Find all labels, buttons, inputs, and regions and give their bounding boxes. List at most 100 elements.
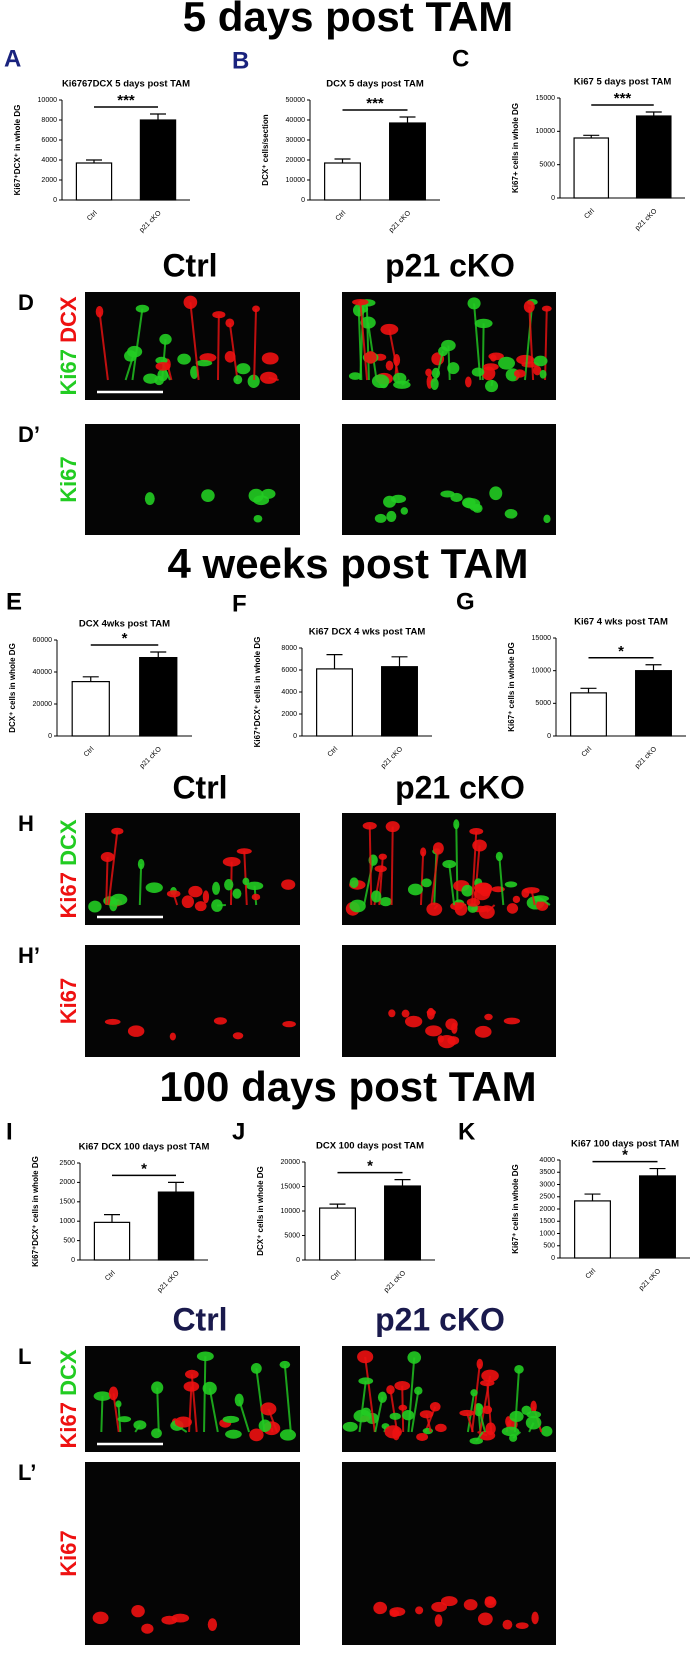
column-header: p21 cKO bbox=[375, 1301, 505, 1337]
error-bar bbox=[150, 113, 166, 120]
y-tick-label: 0 bbox=[48, 733, 52, 740]
y-tick-label: 2000 bbox=[539, 1206, 555, 1213]
y-tick-label: 2000 bbox=[59, 1179, 75, 1186]
y-tick-label: 1500 bbox=[539, 1218, 555, 1225]
column-header: Ctrl bbox=[172, 1301, 227, 1337]
x-tick-label: Ctrl bbox=[335, 209, 348, 222]
cell bbox=[461, 884, 474, 897]
y-axis-label: Ki67⁺ cells in whole DG bbox=[511, 1164, 520, 1254]
cell bbox=[188, 885, 203, 898]
cell bbox=[250, 1363, 262, 1374]
cell bbox=[393, 353, 401, 367]
cell bbox=[504, 508, 518, 519]
significance-label: * bbox=[141, 1160, 147, 1177]
x-tick-label: Ctrl bbox=[83, 745, 96, 758]
significance-label: * bbox=[122, 630, 128, 647]
cell bbox=[117, 1416, 132, 1423]
cell bbox=[222, 856, 241, 867]
y-tick-label: 20000 bbox=[33, 701, 53, 708]
cell bbox=[469, 1437, 484, 1445]
error-bar bbox=[394, 1179, 411, 1187]
cell bbox=[481, 1369, 499, 1382]
micrograph bbox=[85, 1462, 300, 1645]
cell bbox=[135, 304, 150, 313]
cell bbox=[358, 305, 369, 313]
stain-name: Ki67 bbox=[56, 1530, 81, 1576]
cell bbox=[213, 1017, 227, 1025]
chart-title: Ki67 5 days post TAM bbox=[574, 77, 672, 88]
cell bbox=[539, 369, 547, 379]
x-tick-label: Ctrl bbox=[585, 1267, 598, 1280]
cell bbox=[473, 883, 490, 893]
cell bbox=[236, 363, 251, 375]
cell bbox=[104, 1018, 121, 1025]
cell bbox=[469, 504, 482, 512]
cell bbox=[543, 514, 551, 524]
section-title: 100 days post TAM bbox=[159, 1063, 536, 1110]
cell bbox=[402, 1410, 415, 1421]
x-tick-label: Ctrl bbox=[86, 209, 99, 222]
error-bar bbox=[645, 111, 662, 116]
stain-label: Ki67 DCX bbox=[56, 1349, 81, 1448]
cell bbox=[495, 851, 503, 862]
process bbox=[513, 1369, 520, 1433]
cell bbox=[426, 902, 443, 916]
process bbox=[208, 1388, 219, 1433]
y-tick-label: 1500 bbox=[59, 1199, 75, 1206]
cell bbox=[474, 318, 493, 329]
panel-letter: J bbox=[232, 1118, 245, 1145]
cell bbox=[386, 1385, 395, 1395]
cell bbox=[463, 1599, 478, 1611]
cell bbox=[260, 1402, 277, 1416]
cell bbox=[377, 1391, 387, 1403]
section-title: 4 weeks post TAM bbox=[168, 540, 529, 587]
error-bar bbox=[399, 116, 416, 123]
cell bbox=[388, 1009, 396, 1018]
chart-title: DCX 4wks post TAM bbox=[79, 619, 170, 630]
cell bbox=[414, 1386, 423, 1395]
cell bbox=[419, 1410, 434, 1419]
cell bbox=[503, 1017, 521, 1025]
panel-letter: H bbox=[18, 811, 34, 836]
panel-letter: G bbox=[456, 588, 475, 615]
cell bbox=[407, 883, 423, 896]
bar bbox=[384, 1185, 421, 1261]
y-tick-label: 5000 bbox=[284, 1232, 300, 1239]
process bbox=[401, 1385, 405, 1433]
bar bbox=[324, 162, 361, 201]
cell bbox=[407, 1351, 422, 1364]
y-tick-label: 0 bbox=[551, 195, 555, 202]
cell bbox=[442, 860, 457, 869]
panel-letter: D bbox=[18, 290, 34, 315]
chart-title: Ki67 DCX 4 wks post TAM bbox=[309, 627, 426, 638]
cell bbox=[222, 1415, 240, 1424]
error-bar bbox=[649, 1167, 666, 1176]
bar bbox=[635, 670, 672, 737]
x-tick-label: Ctrl bbox=[327, 745, 340, 758]
chart-title: Ki67 4 wks post TAM bbox=[574, 617, 668, 628]
chart-title: DCX 5 days post TAM bbox=[326, 79, 424, 90]
bar bbox=[570, 692, 607, 737]
cell bbox=[416, 1433, 429, 1441]
cell bbox=[95, 305, 104, 318]
stain-name: Ki67 bbox=[56, 872, 81, 918]
cell bbox=[115, 1400, 122, 1408]
x-tick-label: p21 cKO bbox=[634, 207, 659, 232]
cell bbox=[541, 305, 552, 312]
cell bbox=[207, 1618, 218, 1632]
y-tick-label: 2500 bbox=[539, 1194, 555, 1201]
column-header: Ctrl bbox=[172, 769, 227, 805]
process bbox=[203, 1356, 207, 1433]
cell bbox=[474, 1025, 492, 1038]
cell bbox=[438, 346, 448, 357]
cell bbox=[225, 318, 235, 328]
y-axis-label: Ki67⁺DCX⁺ in whole DG bbox=[13, 105, 22, 196]
cell bbox=[380, 323, 399, 335]
x-tick-label: Ctrl bbox=[583, 207, 596, 220]
cell bbox=[498, 356, 515, 370]
y-tick-label: 0 bbox=[293, 733, 297, 740]
stain-name: DCX bbox=[56, 1349, 81, 1396]
stain-label: Ki67 bbox=[56, 978, 81, 1024]
y-tick-label: 15000 bbox=[281, 1183, 301, 1190]
y-tick-label: 4000 bbox=[281, 689, 297, 696]
